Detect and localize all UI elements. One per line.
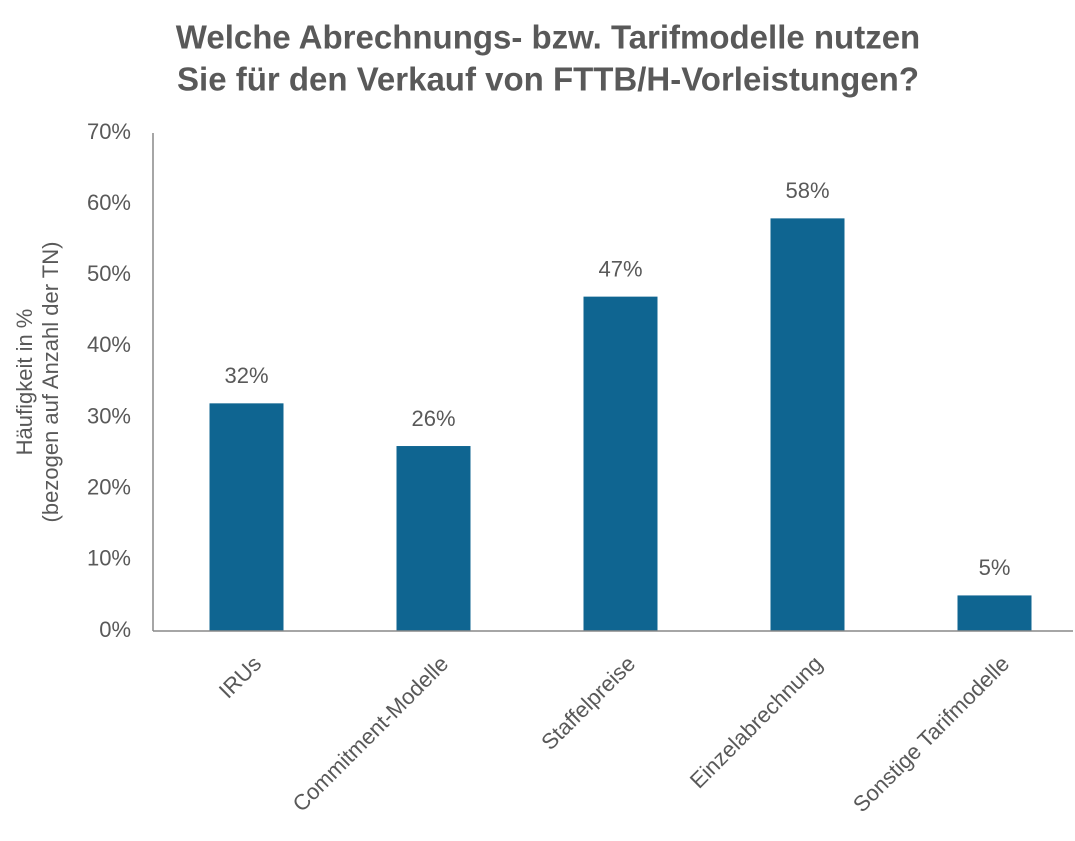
bar [209,403,284,631]
bar [396,446,471,631]
y-axis-label-line: Häufigkeit in % [12,309,37,456]
data-label: 32% [224,363,268,388]
y-tick-label: 50% [87,261,131,286]
x-tick: Sonstige Tarifmodelle [848,651,1014,817]
y-tick-label: 20% [87,475,131,500]
x-tick: Commitment-Modelle [288,651,454,817]
y-tick-label: 0% [99,617,131,642]
data-label: 5% [979,555,1011,580]
chart-title: Welche Abrechnungs- bzw. Tarifmodelle nu… [176,19,920,56]
y-tick-label: 40% [87,332,131,357]
y-tick-label: 10% [87,546,131,571]
data-label: 47% [598,256,642,281]
x-tick-label: Commitment-Modelle [288,651,454,817]
y-tick-label: 60% [87,190,131,215]
y-axis-label-line: (bezogen auf Anzahl der TN) [38,242,63,523]
data-label: 58% [785,178,829,203]
x-tick-label: Sonstige Tarifmodelle [848,651,1014,817]
data-label: 26% [411,406,455,431]
x-tick: Staffelpreise [536,651,640,755]
x-tick-label: Einzelabrechnung [685,651,827,793]
x-tick: IRUs [214,651,266,703]
x-tick: Einzelabrechnung [685,651,827,793]
bar [957,595,1032,631]
chart-title: Sie für den Verkauf von FTTB/H-Vorleistu… [177,61,919,98]
y-tick-label: 30% [87,403,131,428]
bar [770,218,845,631]
bar [583,296,658,631]
x-tick-label: Staffelpreise [536,651,640,755]
y-axis-label: Häufigkeit in % (bezogen auf Anzahl der … [12,242,63,523]
y-tick-label: 70% [87,119,131,144]
x-tick-label: IRUs [214,651,266,703]
